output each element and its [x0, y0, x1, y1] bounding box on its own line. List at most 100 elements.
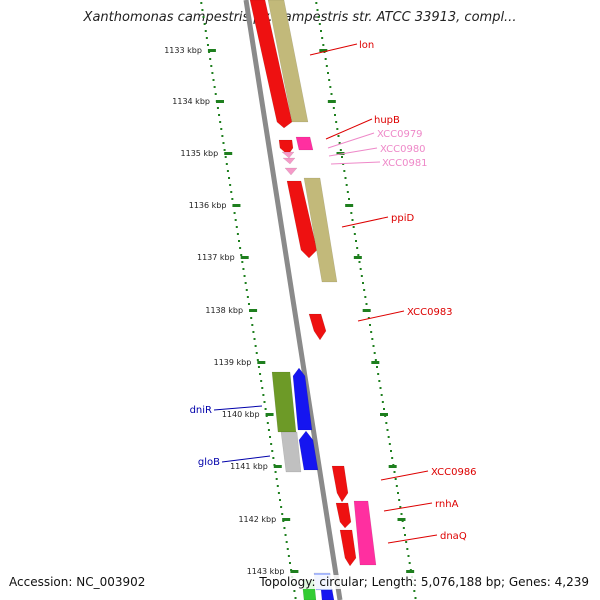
ruler-dot — [327, 72, 329, 74]
ruler-dot — [254, 345, 257, 347]
ruler-dot — [220, 128, 223, 130]
ruler-dot — [226, 170, 229, 172]
ruler-dot — [269, 436, 272, 438]
ruler-dot — [204, 30, 207, 32]
ruler-dot — [370, 331, 373, 333]
gene-XCC0979[interactable] — [295, 136, 314, 151]
ruler-dot — [274, 471, 277, 473]
leader-line-hupB — [325, 118, 373, 140]
gene-label-gloB[interactable]: gloB — [198, 457, 220, 468]
ruler-dot — [338, 142, 341, 144]
gene-label-hupB[interactable]: hupB — [374, 115, 400, 126]
ruler-dot — [231, 198, 234, 200]
gene-label-rnhA[interactable]: rnhA — [435, 499, 459, 510]
ruler-dot — [280, 506, 283, 508]
ruler-label: 1143 kbp — [247, 567, 285, 576]
ruler-label: 1136 kbp — [189, 201, 227, 210]
gene-ppiD[interactable] — [286, 180, 318, 259]
ruler-major-tick — [273, 465, 282, 468]
ruler-dot — [275, 478, 278, 480]
gene-gloB[interactable] — [298, 430, 319, 471]
genome-summary-text: Topology: circular; Length: 5,076,188 bp… — [259, 575, 589, 589]
ruler-dot — [245, 289, 248, 291]
ruler-dot — [272, 457, 275, 459]
ruler-dot — [206, 44, 209, 46]
ruler-dot — [244, 282, 247, 284]
gene-dnaQ[interactable] — [339, 529, 357, 567]
ruler-dot — [203, 23, 206, 25]
ruler-dot — [202, 16, 205, 18]
ruler-dot — [263, 401, 266, 403]
gene-label-XCC0983[interactable]: XCC0983 — [407, 307, 453, 318]
ruler-dot — [225, 163, 228, 165]
gene-XCC0986[interactable] — [331, 465, 349, 503]
ruler-dot — [390, 450, 392, 452]
gene-label-XCC0979[interactable]: XCC0979 — [377, 129, 423, 140]
ruler-dot — [387, 436, 390, 438]
ruler-dot — [224, 156, 227, 158]
ruler-dot — [200, 2, 203, 4]
leader-line-rnhA — [383, 502, 433, 512]
ruler-dots-right — [315, 2, 417, 599]
gene-rnhA[interactable] — [335, 502, 352, 529]
ruler-major-tick — [406, 570, 415, 573]
ruler-dot — [393, 471, 396, 473]
gene-label-XCC0980[interactable]: XCC0980 — [380, 144, 426, 155]
gene-XCC0981[interactable] — [284, 167, 298, 176]
ruler-dot — [238, 240, 240, 242]
gene-label-XCC0981[interactable]: XCC0981 — [382, 158, 428, 169]
gene-XCC0980[interactable] — [281, 151, 295, 159]
gene-label-dniR[interactable]: dniR — [190, 405, 212, 416]
ruler-dot — [209, 58, 212, 60]
ruler-dot — [367, 317, 370, 319]
ruler-dot — [369, 324, 371, 326]
ruler-dot — [271, 450, 274, 452]
ruler-dot — [414, 597, 417, 599]
gene-XCC0980b[interactable] — [282, 157, 296, 165]
ruler-dot — [350, 212, 353, 214]
ruler-major-tick — [232, 204, 241, 207]
ruler-label: 1140 kbp — [222, 410, 260, 419]
gene-hupB[interactable] — [278, 139, 294, 156]
ruler-dot — [386, 429, 389, 431]
gene-lon-bar[interactable] — [267, 0, 309, 123]
gene-features — [249, 0, 377, 600]
ruler-dot — [335, 121, 338, 123]
ruler-dot — [293, 590, 296, 592]
gene-label-ppiD[interactable]: ppiD — [391, 213, 414, 224]
gene-rnhA-bar[interactable] — [353, 500, 377, 566]
gene-label-XCC0986[interactable]: XCC0986 — [431, 467, 477, 478]
ruler-dot — [362, 282, 364, 284]
ruler-major-tick — [371, 361, 380, 364]
ruler-label: 1142 kbp — [238, 515, 276, 524]
ruler-dot — [343, 170, 346, 172]
gene-lon[interactable] — [249, 0, 293, 129]
gene-XCC0983[interactable] — [308, 313, 327, 341]
ruler-dot — [380, 394, 383, 396]
ruler-label: 1138 kbp — [205, 306, 243, 315]
ruler-dot — [247, 303, 250, 305]
ruler-dot — [283, 527, 286, 529]
ruler-dot — [324, 58, 327, 60]
ruler-major-tick — [380, 413, 388, 416]
gene-dniR-bar[interactable] — [271, 371, 297, 433]
gene-ppiD-bar[interactable] — [303, 177, 338, 283]
ruler-dot — [406, 548, 409, 550]
ruler-dot — [363, 289, 366, 291]
ruler: 1133 kbp 1134 kbp 1135 kbp 1136 kbp 1137 kbp… — [164, 46, 415, 576]
map-title: Xanthomonas campestris pv. campestris st… — [83, 10, 517, 25]
gene-label-dnaQ[interactable]: dnaQ — [440, 531, 467, 542]
ruler-dot — [233, 212, 236, 214]
ruler-dot — [364, 296, 367, 298]
gene-label-lon[interactable]: lon — [359, 40, 374, 51]
ruler-major-tick — [265, 413, 274, 416]
ruler-major-tick — [249, 309, 258, 312]
gene-dniR-gray[interactable] — [280, 431, 302, 473]
ruler-dot — [322, 44, 325, 46]
ruler-dot — [256, 359, 259, 361]
ruler-dot — [257, 366, 260, 368]
ruler-dot — [210, 65, 213, 67]
gene-dniR[interactable] — [292, 367, 313, 431]
ruler-dot — [413, 590, 416, 592]
